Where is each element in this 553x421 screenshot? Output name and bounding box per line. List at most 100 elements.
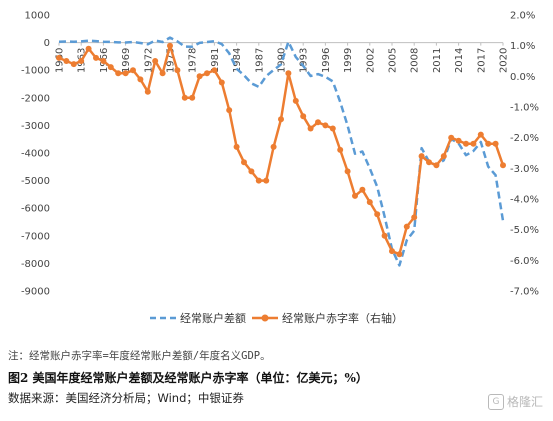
x-tick-label: 1984 [232, 48, 243, 73]
rate-point [381, 232, 388, 239]
right-tick-label: 2.0% [510, 11, 535, 22]
left-tick-label: -2000 [21, 93, 50, 104]
rate-point [181, 94, 188, 101]
data-source: 数据来源：美国经济分析局；Wind；中银证券 [8, 391, 244, 405]
chart-note: 注：经常账户赤字率=年度经常账户差额/年度名义GDP。 [8, 350, 271, 362]
rate-point [455, 137, 462, 144]
rate-point [477, 131, 484, 138]
x-tick-label: 1987 [254, 48, 265, 73]
watermark: G 格隆汇 [487, 393, 543, 410]
figure-caption: 图2 美国年度经常账户差额及经常账户赤字率（单位：亿美元；%） [8, 371, 368, 385]
rate-point [448, 134, 455, 141]
rate-point [159, 70, 166, 77]
rate-point [440, 153, 447, 160]
rate-point [93, 54, 99, 61]
rate-point [485, 140, 492, 147]
watermark-text: 格隆汇 [506, 395, 543, 409]
rate-point [241, 159, 247, 166]
left-tick-label: 0 [44, 38, 50, 49]
legend-label-balance: 经常账户差额 [180, 311, 246, 325]
rate-point [470, 140, 477, 147]
series-current-account-deficit-rate [56, 42, 506, 258]
legend-label-rate: 经常账户赤字率（右轴） [282, 311, 403, 325]
rate-point [403, 223, 410, 230]
left-axis-ticks: 1000 0 -1000 -2000 -3000 -4000 -5000 -6000 -7000… [21, 11, 50, 298]
dual-axis-line-chart: 1000 0 -1000 -2000 -3000 -4000 -5000 -6000 -7000… [21, 11, 539, 326]
x-tick-label: 1996 [321, 48, 332, 73]
rate-point [226, 107, 233, 114]
rate-point [411, 214, 418, 221]
left-tick-label: -9000 [21, 287, 50, 298]
x-tick-label: 1990 [277, 48, 288, 73]
rate-point [315, 119, 321, 126]
left-tick-label: 1000 [25, 11, 50, 22]
rate-point [211, 67, 218, 74]
x-tick-label: 1993 [299, 48, 310, 73]
rate-point [78, 58, 85, 64]
rate-point [418, 153, 425, 160]
left-tick-label: -4000 [21, 149, 50, 160]
rate-point [189, 94, 196, 101]
rate-point [196, 73, 203, 80]
rate-point [270, 143, 277, 150]
rate-point [433, 162, 440, 169]
rate-point [492, 140, 499, 147]
rate-point [167, 42, 173, 49]
rate-point [85, 45, 92, 52]
rate-point [500, 162, 506, 169]
left-tick-label: -7000 [21, 231, 50, 242]
rate-point [218, 79, 225, 86]
left-tick-label: -5000 [21, 176, 50, 187]
rate-point [292, 97, 299, 104]
rate-point [389, 248, 395, 255]
rate-point [463, 140, 469, 147]
rate-point [285, 70, 292, 77]
right-tick-label: -4.0% [510, 195, 539, 206]
x-tick-label: 2008 [410, 48, 421, 73]
rate-point [426, 159, 432, 166]
rate-point [307, 125, 314, 132]
rate-point [130, 67, 136, 74]
rate-point [263, 177, 270, 184]
rate-point [137, 76, 144, 83]
rate-point [396, 251, 403, 258]
glh-logo-icon: G [487, 393, 504, 410]
x-tick-label: 1999 [343, 48, 354, 73]
rate-point [300, 113, 307, 120]
x-tick-label: 1978 [188, 48, 199, 73]
rate-point [359, 186, 366, 193]
chart-legend: 经常账户差额 经常账户赤字率（右轴） [150, 311, 403, 325]
rate-point [56, 54, 62, 61]
rate-point [144, 88, 151, 95]
rate-point [107, 64, 114, 71]
rate-point [70, 61, 77, 68]
right-tick-label: -3.0% [510, 164, 539, 175]
x-tick-label: 2017 [476, 48, 487, 73]
x-tick-label: 2011 [432, 48, 443, 73]
rate-point [337, 146, 344, 153]
rate-point [366, 199, 373, 206]
x-tick-label: 2014 [454, 48, 465, 73]
right-tick-label: 0.0% [510, 72, 535, 83]
x-tick-label: 1981 [210, 48, 221, 73]
x-tick-label: 2002 [365, 48, 376, 73]
rate-point [344, 168, 351, 175]
rate-point [278, 116, 284, 123]
rate-point [63, 58, 70, 64]
rate-point [329, 125, 336, 132]
right-tick-label: -2.0% [510, 133, 539, 144]
left-tick-label: -6000 [21, 204, 50, 215]
rate-point [100, 58, 107, 64]
rate-point [152, 58, 159, 64]
rate-point [352, 192, 358, 199]
rate-point [204, 70, 210, 77]
x-tick-label: 2005 [388, 48, 399, 73]
x-tick-label: 2020 [499, 48, 510, 73]
rate-point [322, 122, 329, 129]
left-tick-label: -8000 [21, 259, 50, 270]
rate-point [233, 143, 240, 150]
rate-point [248, 168, 255, 175]
left-tick-label: -3000 [21, 121, 50, 132]
rate-point [122, 70, 129, 77]
left-tick-label: -1000 [21, 66, 50, 77]
